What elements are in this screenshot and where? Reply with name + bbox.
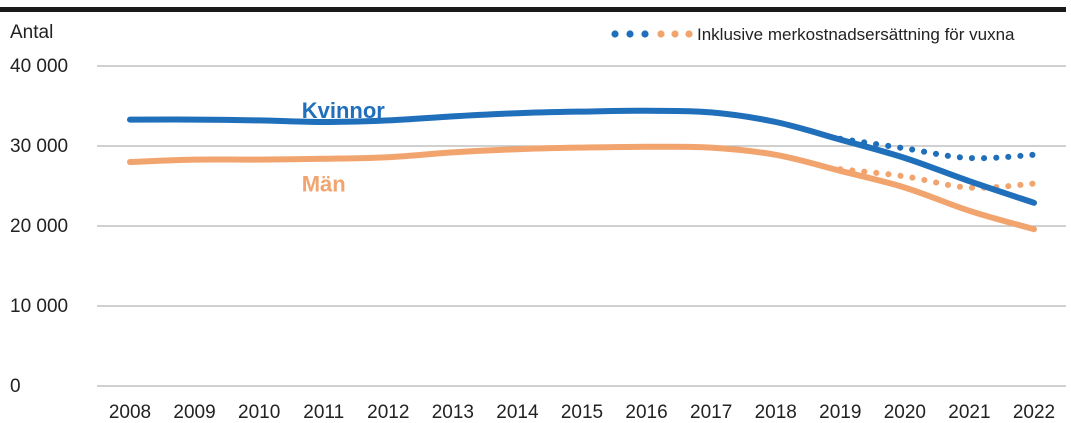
y-tick-label: 10 000 xyxy=(10,296,68,317)
series-label: Kvinnor xyxy=(302,98,386,123)
series-lines xyxy=(127,107,1037,233)
y-tick-labels: 0 10 000 20 000 30 000 40 000 xyxy=(10,56,68,397)
legend-marker xyxy=(611,30,693,38)
x-tick-label: 2017 xyxy=(690,402,732,423)
y-tick-label: 30 000 xyxy=(10,136,68,157)
x-tick-label: 2022 xyxy=(1013,402,1055,423)
legend-label: Inklusive merkostnadsersättning för vuxn… xyxy=(697,25,1015,44)
legend-dot xyxy=(641,30,649,38)
x-tick-label: 2021 xyxy=(948,402,990,423)
series-line xyxy=(127,107,1037,206)
y-tick-label: 0 xyxy=(10,376,21,397)
dotted-series-line xyxy=(837,166,1037,191)
legend-dot xyxy=(611,30,619,38)
x-tick-label: 2011 xyxy=(303,402,344,423)
x-tick-label: 2008 xyxy=(109,402,151,423)
series-line xyxy=(127,143,1037,233)
legend-dot xyxy=(685,30,693,38)
top-rule xyxy=(0,7,1066,12)
y-tick-label: 20 000 xyxy=(10,216,68,237)
dotted-series-line xyxy=(837,135,1037,162)
legend-dot xyxy=(626,30,634,38)
x-tick-label: 2010 xyxy=(238,402,280,423)
legend: Inklusive merkostnadsersättning för vuxn… xyxy=(611,25,1015,44)
x-tick-label: 2013 xyxy=(432,402,474,423)
x-tick-label: 2016 xyxy=(625,402,667,423)
legend-dot xyxy=(657,30,665,38)
x-tick-label: 2015 xyxy=(561,402,603,423)
y-tick-label: 40 000 xyxy=(10,56,68,77)
legend-dot xyxy=(671,30,679,38)
x-tick-label: 2020 xyxy=(884,402,926,423)
series-label: Män xyxy=(302,172,346,197)
x-tick-label: 2012 xyxy=(367,402,409,423)
series-labels: Kvinnor Män xyxy=(302,98,386,197)
y-axis-label: Antal xyxy=(10,22,53,43)
grid-lines xyxy=(97,65,1066,387)
x-tick-label: 2018 xyxy=(755,402,797,423)
x-tick-label: 2019 xyxy=(819,402,861,423)
x-tick-label: 2014 xyxy=(496,402,539,423)
x-tick-label: 2009 xyxy=(173,402,215,423)
x-tick-labels: 2008 2009 2010 2011 2012 2013 2014 2015 2016 2017… xyxy=(109,402,1055,423)
